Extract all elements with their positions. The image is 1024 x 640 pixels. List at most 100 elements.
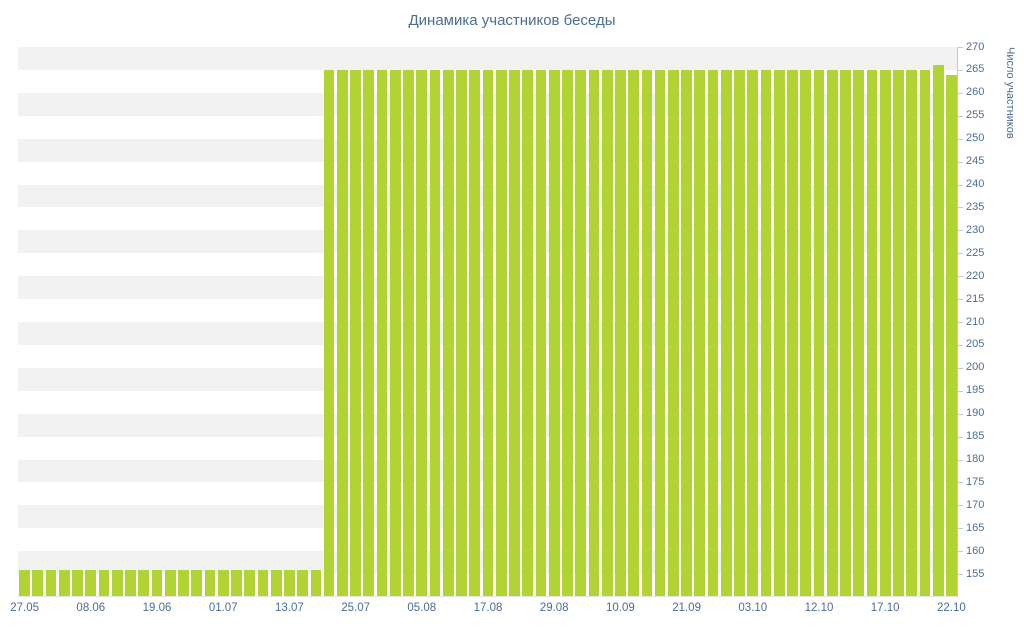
bar (548, 69, 560, 597)
bar (350, 69, 361, 597)
bar (270, 569, 282, 597)
y-tick-mark (958, 344, 963, 346)
bar (495, 69, 507, 597)
y-tick-mark (958, 184, 963, 186)
bar (628, 69, 639, 597)
y-tick-label: 270 (966, 40, 985, 53)
bar (403, 69, 414, 597)
bar (244, 569, 256, 597)
y-tick-label: 255 (966, 109, 985, 122)
bar (284, 569, 295, 597)
bar (654, 69, 666, 597)
bar (509, 69, 520, 597)
y-tick-mark (958, 276, 963, 278)
y-tick-mark (958, 413, 963, 415)
bar (840, 69, 851, 597)
y-tick-mark (958, 574, 963, 576)
x-tick-label: 17.08 (473, 602, 503, 614)
bar (429, 69, 441, 597)
bar (787, 69, 798, 597)
y-tick-mark (958, 69, 963, 71)
bar (363, 69, 375, 597)
y-tick-label: 195 (966, 384, 985, 397)
bar (32, 569, 44, 597)
y-tick-label: 230 (966, 223, 985, 236)
x-tick-label: 19.06 (142, 602, 172, 614)
x-tick-label: 03.10 (738, 602, 768, 614)
x-tick-label: 10.09 (606, 602, 635, 614)
bar (19, 569, 30, 597)
y-tick-mark (958, 322, 963, 323)
y-tick-label: 190 (966, 407, 985, 420)
y-tick-label: 215 (966, 292, 985, 305)
bar (72, 569, 83, 597)
bar (946, 74, 957, 597)
bar (813, 69, 825, 597)
bar (204, 569, 216, 597)
bar (720, 69, 732, 597)
y-tick-mark (958, 47, 963, 48)
y-tick-mark (958, 253, 963, 255)
y-tick-label: 185 (966, 430, 985, 443)
y-tick-label: 225 (966, 246, 985, 259)
bar (336, 69, 348, 597)
bar (178, 569, 189, 597)
bar (879, 69, 891, 597)
bar (562, 69, 573, 597)
x-tick-label: 12.10 (804, 602, 834, 614)
bar (85, 569, 97, 597)
bar (522, 69, 534, 597)
bar (853, 69, 865, 597)
y-tick-label: 240 (966, 178, 985, 190)
bar (734, 69, 745, 597)
bar (681, 69, 692, 597)
bar (667, 69, 679, 597)
x-axis: 27.05 08.06 19.06 01.07 13.07 25.07 05.08 17.08… (10, 602, 966, 620)
bar (151, 569, 163, 597)
y-tick-mark (958, 459, 963, 461)
bar (773, 69, 785, 597)
y-tick-label: 235 (966, 200, 985, 213)
bar (58, 569, 70, 597)
bar (125, 569, 136, 597)
y-tick-mark (958, 551, 963, 553)
y-tick-mark (958, 436, 963, 438)
bar (456, 69, 467, 597)
bar (376, 69, 388, 597)
x-tick-label: 08.06 (76, 602, 106, 614)
bar (45, 569, 57, 597)
plot-area (18, 47, 958, 597)
bar (866, 69, 878, 597)
y-tick-mark (958, 115, 963, 117)
bar (760, 69, 772, 597)
bar (893, 69, 904, 597)
y-tick-mark (958, 138, 963, 140)
y-tick-mark (958, 92, 963, 94)
bar (906, 69, 918, 597)
x-tick-label: 13.07 (275, 602, 304, 614)
bar (747, 69, 759, 597)
y-tick-mark (958, 161, 963, 163)
x-tick-label: 17.10 (870, 602, 900, 614)
y-axis-line (957, 47, 958, 597)
bar (575, 69, 587, 597)
x-tick-label: 25.07 (341, 602, 370, 614)
bar (98, 569, 110, 597)
y-tick-label: 175 (966, 475, 985, 488)
bar (164, 569, 176, 597)
bar (191, 569, 203, 597)
bar (601, 69, 613, 597)
y-tick-label: 180 (966, 453, 985, 465)
y-tick-mark (958, 505, 963, 507)
bar (615, 69, 626, 597)
x-tick-label: 27.05 (10, 602, 39, 614)
bar (919, 69, 931, 597)
bar (310, 569, 322, 597)
y-tick-mark (958, 482, 963, 484)
bar (588, 69, 600, 597)
y-tick-mark (958, 528, 963, 530)
x-tick-label: 22.10 (936, 602, 966, 614)
y-tick-label: 220 (966, 269, 985, 282)
bar (482, 69, 494, 597)
